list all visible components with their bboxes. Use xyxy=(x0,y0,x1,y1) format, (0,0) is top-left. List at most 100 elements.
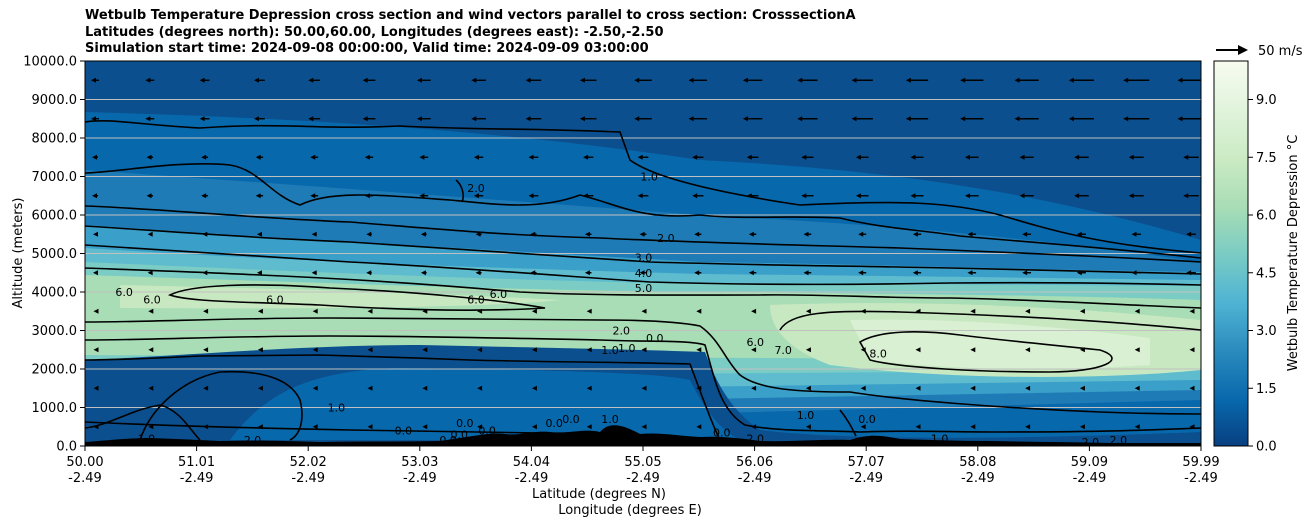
wind-vector xyxy=(1025,385,1031,391)
wind-vector xyxy=(1131,270,1141,276)
wind-vector xyxy=(579,116,597,122)
wind-vector xyxy=(471,77,486,83)
wind-vector xyxy=(203,424,209,430)
wind-vector xyxy=(1074,193,1089,199)
wind-vector xyxy=(364,154,374,160)
wind-vector xyxy=(1074,154,1089,160)
wind-vector xyxy=(692,154,704,160)
wind-vector xyxy=(362,116,376,122)
wind-vector xyxy=(362,77,376,83)
wind-vector xyxy=(93,385,99,391)
x-tick-label-lat: 56.06 xyxy=(736,455,773,470)
x-axis: 50.00-2.4951.01-2.4952.02-2.4953.03-2.49… xyxy=(66,446,1220,486)
contour-label: 6.0 xyxy=(747,336,765,349)
contour-line-1.0-lower xyxy=(85,335,1201,433)
wind-vector xyxy=(583,193,594,199)
wind-vector xyxy=(1025,347,1031,353)
contour-line-5.0 xyxy=(85,244,1201,286)
contour-line-8.0 xyxy=(858,331,1113,373)
wind-vector xyxy=(416,77,431,83)
x-tick-label-lon: -2.49 xyxy=(1073,471,1107,486)
contour-label: 2.0 xyxy=(467,182,485,195)
contour-line-0.0-lower xyxy=(85,354,721,441)
colorbar-tick-label: 3.0 xyxy=(1256,324,1277,339)
wind-vector xyxy=(93,231,98,237)
wind-vector xyxy=(801,193,814,199)
wind-vector xyxy=(1076,231,1086,237)
wind-vector xyxy=(477,385,483,391)
contour-label: 0.0 xyxy=(646,332,664,345)
wind-vector xyxy=(805,308,811,314)
wind-vector xyxy=(93,347,99,353)
wind-vector xyxy=(477,347,483,353)
wind-vector xyxy=(696,424,702,430)
contour-label: 6.0 xyxy=(266,294,284,307)
x-tick-label-lon: -2.49 xyxy=(738,471,772,486)
wind-vector xyxy=(145,77,155,83)
wind-vector xyxy=(419,154,429,160)
y-axis-label: Altitude (meters) xyxy=(11,198,26,309)
wind-vector xyxy=(748,270,757,276)
wind-vector xyxy=(475,231,482,237)
contour-line-2.0-iso xyxy=(455,179,464,203)
title-line-1: Wetbulb Temperature Depression cross sec… xyxy=(85,8,856,23)
wind-vector xyxy=(148,308,154,314)
wind-vector xyxy=(1189,347,1195,353)
contour-line-6.0 xyxy=(85,267,1201,309)
wind-vector xyxy=(201,193,209,199)
wind-vector xyxy=(803,270,812,276)
contour-line-near-surface xyxy=(85,421,541,434)
contour-label: 3.0 xyxy=(635,251,653,264)
wind-vector xyxy=(422,385,428,391)
wind-vector xyxy=(312,385,318,391)
wind-vector xyxy=(256,270,262,276)
wind-vector xyxy=(751,347,757,353)
wind-vector xyxy=(91,116,99,122)
wind-vector xyxy=(146,193,154,199)
wind-vector xyxy=(1189,385,1195,391)
x-tick-label-lat: 55.05 xyxy=(624,455,661,470)
wind-vector xyxy=(641,385,647,391)
wind-vector xyxy=(530,270,537,276)
wind-vector xyxy=(473,193,484,199)
wind-vector xyxy=(586,347,592,353)
wind-vector xyxy=(970,385,976,391)
contour-line-7.0 xyxy=(779,310,1201,331)
wind-vector xyxy=(1134,385,1140,391)
wind-vector xyxy=(257,347,263,353)
wind-vector xyxy=(255,193,264,199)
wind-vector xyxy=(1068,77,1094,83)
wind-vector xyxy=(803,231,812,237)
contour-label: 2.0 xyxy=(244,434,262,447)
wind-vector xyxy=(531,424,537,430)
colorbar xyxy=(1213,60,1249,447)
wind-vector xyxy=(860,347,866,353)
wind-vector xyxy=(416,116,431,122)
wind-vector xyxy=(528,154,539,160)
contour-label: 7.0 xyxy=(774,344,792,357)
colorbar-tick-label: 6.0 xyxy=(1256,209,1277,224)
wind-vector xyxy=(91,77,99,83)
wind-vector xyxy=(1134,424,1140,430)
wind-vector xyxy=(312,347,318,353)
wind-vector xyxy=(641,347,647,353)
wind-vector xyxy=(746,193,759,199)
wind-vector xyxy=(477,308,483,314)
wind-vector xyxy=(367,347,373,353)
contour-label: 2.0 xyxy=(657,232,675,245)
chart-title: Wetbulb Temperature Depression cross sec… xyxy=(85,8,856,58)
wind-vector xyxy=(1079,424,1085,430)
wind-vector xyxy=(855,193,869,199)
wind-vector xyxy=(692,193,704,199)
wind-vector xyxy=(1068,116,1094,122)
wind-vector xyxy=(311,231,317,237)
wind-vector xyxy=(805,347,811,353)
title-line-3: Simulation start time: 2024-09-08 00:00:… xyxy=(85,41,649,56)
wind-vector xyxy=(1189,424,1195,430)
wind-vector xyxy=(910,154,924,160)
wind-vector xyxy=(694,231,702,237)
wind-vector xyxy=(964,193,979,199)
contour-line-3.0 xyxy=(85,205,1201,263)
wind-vector xyxy=(751,308,757,314)
wind-vector xyxy=(579,77,597,83)
